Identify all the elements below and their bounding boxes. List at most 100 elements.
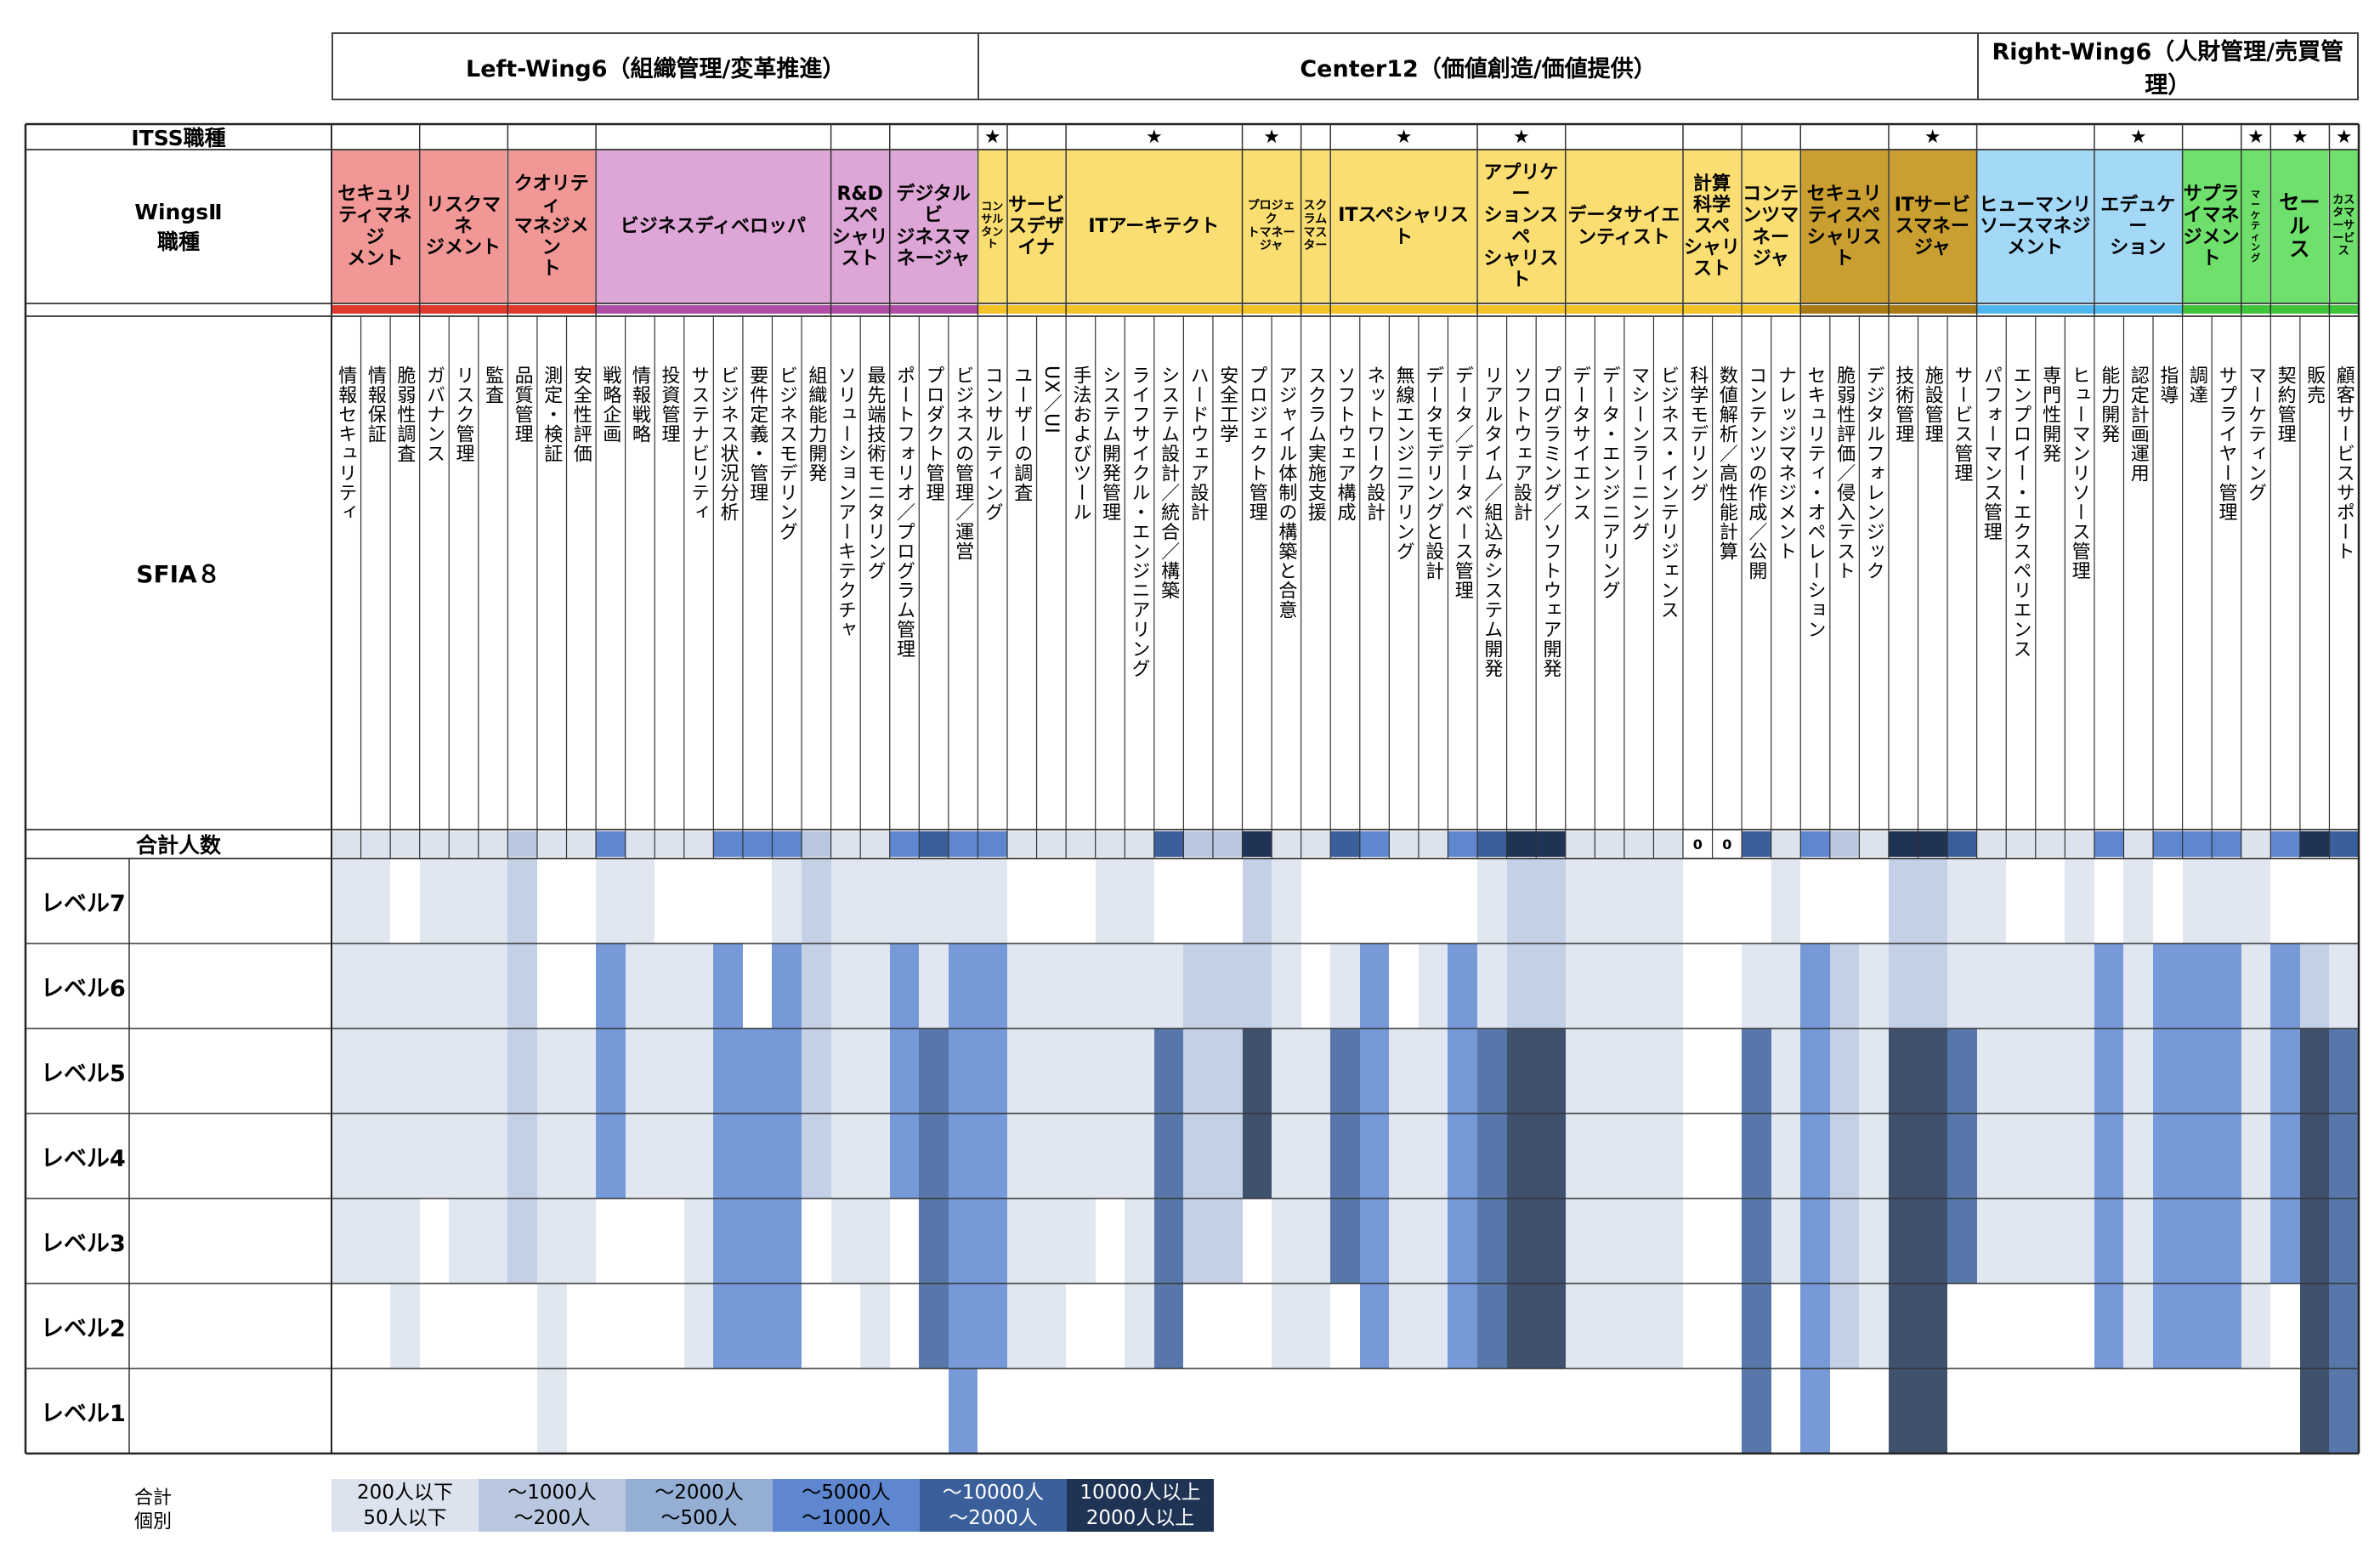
sfia-skill-label: データモデリングと設計 [1422,366,1444,581]
sfia-skill-label: 情報セキュリティ [335,366,357,522]
total-count-cell [1506,831,1537,857]
level-cell [1742,1028,1771,1114]
sfia-skill-label: システム開発管理 [1098,366,1120,522]
sfia-skill-label: 数値解析／高性能計算 [1715,366,1737,561]
level-cell [1653,858,1683,944]
level-cell [1477,858,1507,944]
level-row-label: レベル5 [41,1060,126,1087]
level-cell [1859,1198,1889,1284]
level-cell [1800,1368,1830,1454]
level-cell [1007,1114,1037,1198]
sfia-skill-label: 組織能力開発 [805,366,827,483]
total-count-cell [1771,831,1801,857]
level-cell [2329,1114,2359,1198]
sfia-skill-label: プロダクト管理 [922,366,944,502]
sfia-skill-label: ソフトウェア設計 [1510,366,1532,522]
level-cell [2329,1368,2359,1454]
sfia-row-label: SFIA８ [136,560,221,588]
total-count-cell [390,831,420,857]
legend-swatch: ～10000人 ～2000人 [920,1479,1067,1532]
level-cell [948,1284,978,1368]
total-count-cell [1125,831,1154,857]
level-cell [1565,944,1595,1028]
level-cell [1918,1114,1948,1198]
role-color-stripe [1330,305,1478,314]
level-cell [1976,1198,2007,1284]
level-cell [1036,1028,1067,1114]
sfia-skill-label: 品質管理 [511,366,533,444]
level-cell [2270,944,2300,1028]
level-cell [1918,1198,1948,1284]
total-count-cell [1272,831,1301,857]
total-count-cell [478,831,508,857]
sfia-skill-label: プロジェクト管理 [1245,366,1267,522]
sfia-skill-label: ユーザーの調査 [1011,366,1033,502]
sfia-skill-label: データ・エンジニアリング [1598,366,1620,600]
level-cell [1829,944,1860,1028]
sfia-skill-label: 能力開発 [2098,366,2120,444]
level-cell [2035,944,2066,1028]
total-count-cell [1624,831,1654,857]
total-count-cell [419,831,450,857]
sfia-skill-label: ビジネス・インテリジェンス [1657,366,1679,620]
level-cell [449,944,479,1028]
level-cell [2123,944,2154,1028]
level-cell [948,1028,978,1114]
level-cell [1212,1114,1243,1198]
level-cell [683,1028,714,1114]
level-cell [1036,1114,1067,1198]
level-cell [1359,944,1390,1028]
level-cell [1066,1114,1096,1198]
sfia-skill-label: デジタルフォレンジック [1862,366,1884,581]
role-color-stripe [830,305,890,314]
level-cell [478,1114,508,1198]
level-cell [919,1028,949,1114]
role-header: ITアーキテクト [1066,150,1243,303]
total-count-cell [742,831,773,857]
total-count-cell [2212,831,2241,857]
role-color-stripe [1007,305,1067,314]
role-header: スク ラム マス ター [1300,150,1331,303]
level-cell [1976,1114,2007,1198]
level-cell [1918,1284,1948,1368]
level-cell [2212,944,2241,1028]
level-cell [1183,1198,1213,1284]
role-color-stripe [2182,305,2241,314]
role-header: セキュリ ティスペ シャリスト [1800,150,1889,303]
level-cell [2212,1028,2241,1114]
level-cell [1300,1284,1331,1368]
level-cell [1506,858,1537,944]
total-count-cell [2094,831,2124,857]
level-cell [2123,858,2154,944]
sfia-skill-label: 安全工学 [1216,366,1238,444]
level-cell [2329,1028,2359,1114]
level-cell [1300,1198,1331,1284]
itss-star-icon: ★ [2291,126,2309,148]
level-cell [2212,1114,2241,1198]
level-cell [1300,1114,1331,1198]
total-count-cell [713,831,743,857]
level-cell [2006,1028,2036,1114]
sfia-skill-label: データサイエンス [1569,366,1591,522]
sfia-skill-label: スクラム実施支援 [1304,366,1326,522]
total-count-cell [1859,831,1889,857]
level-cell [1477,944,1507,1028]
level-cell [948,944,978,1028]
sfia-skill-label: セキュリティ・オペレーション [1804,366,1826,639]
level-cell [1272,858,1301,944]
level-cell [919,858,949,944]
level-cell [1918,1368,1948,1454]
level-cell [1359,1114,1390,1198]
sfia-skill-label: ナレッジマネジメント [1774,366,1796,561]
level-cell [742,1198,773,1284]
level-cell [860,858,890,944]
total-count-cell [1212,831,1243,857]
level-cell [919,1284,949,1368]
level-cell [507,1028,537,1114]
sfia-skill-label: 監査 [482,366,504,405]
wing-header: Left-Wing6（組織管理/変革推進） [332,32,978,100]
level-cell [1300,1028,1331,1114]
itss-star-icon: ★ [983,126,1001,148]
total-count-cell [2006,831,2036,857]
total-count-cell [1036,831,1067,857]
